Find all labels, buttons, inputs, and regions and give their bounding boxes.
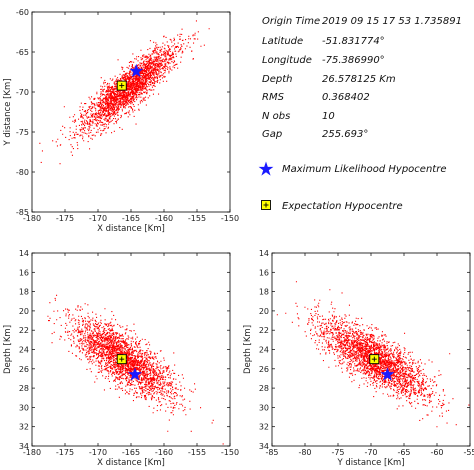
info-value-origin-time: 2019 09 15 17 53 1.735891 xyxy=(322,16,462,27)
x-tick-label-xy: -155 xyxy=(188,214,206,223)
info-label-origin-time: Origin Time xyxy=(262,16,320,27)
info-label-latitude: Latitude xyxy=(262,36,303,47)
y-tick-label-yz: 18 xyxy=(259,288,269,297)
x-tick-label-xy: -160 xyxy=(155,214,173,223)
legend-yellow-square-icon xyxy=(261,200,271,210)
y-tick-label-xz: 26 xyxy=(19,365,29,374)
info-label-longitude: Longitude xyxy=(262,55,312,66)
y-tick-label-yz: 14 xyxy=(259,249,269,258)
x-tick-label-yz: -75 xyxy=(331,448,344,457)
y-tick-label-yz: 26 xyxy=(259,365,269,374)
panel-yz-plot: -85 -80 -75 -70 -65 -60 -55 14 16 18 20 22 24 26 28 30 3… xyxy=(243,249,474,468)
x-tick-label-xz: -155 xyxy=(188,448,206,457)
info-value-depth: 26.578125 Km xyxy=(322,74,396,85)
y-tick-label-xy: -65 xyxy=(16,48,29,57)
info-value-gap: 255.693° xyxy=(322,129,368,140)
y-tick-label-yz: 34 xyxy=(259,442,269,451)
ml-hypocentre-star-xz xyxy=(127,367,142,381)
x-tick-label-xz: -160 xyxy=(155,448,173,457)
x-tick-label-yz: -65 xyxy=(397,448,410,457)
info-value-latitude: -51.831774° xyxy=(322,36,385,47)
y-tick-label-xz: 14 xyxy=(19,249,29,258)
y-tick-label-xy: -60 xyxy=(16,8,29,17)
y-tick-label-yz: 16 xyxy=(259,268,269,277)
ml-hypocentre-star-xy xyxy=(129,63,144,78)
info-label-depth: Depth xyxy=(262,74,292,85)
legend: Maximum Likelihood Hypocentre Expectatio… xyxy=(258,161,446,212)
x-tick-label-xz: -180 xyxy=(23,448,41,457)
panel-xz-plot: -180 -175 -170 -165 -160 -155 -150 14 16 18 20 22 24… xyxy=(3,249,239,468)
info-value-longitude: -75.386990° xyxy=(322,55,385,66)
scatter-points-xy xyxy=(39,20,210,165)
x-axis-label-xy: X distance [Km] xyxy=(97,224,165,234)
y-tick-label-xz: 28 xyxy=(19,384,29,393)
axes-frame-xy xyxy=(31,11,231,213)
y-axis-label-xz: Depth [Km] xyxy=(3,325,13,374)
x-tick-label-xy: -175 xyxy=(56,214,74,223)
legend-label-expectation-hypocentre: Expectation Hypocentre xyxy=(282,201,403,212)
y-axis-label-yz: Depth [Km] xyxy=(243,325,253,374)
panel-xy-plot: -180 -175 -170 -165 -160 -155 -150 -85 -80 -75 -70… xyxy=(3,8,239,234)
y-tick-label-yz: 24 xyxy=(259,346,269,355)
x-tick-label-yz: -55 xyxy=(463,448,474,457)
y-axis-label-xy: Y distance [Km] xyxy=(3,78,13,146)
x-tick-label-yz: -85 xyxy=(265,448,278,457)
y-tick-label-xz: 22 xyxy=(19,326,29,335)
expectation-hypocentre-marker-xy xyxy=(116,80,127,91)
y-tick-label-yz: 32 xyxy=(259,423,269,432)
y-tick-label-xz: 24 xyxy=(19,346,29,355)
scatter-cloud-xy xyxy=(39,20,210,165)
x-axis-label-yz: Y distance [Km] xyxy=(336,458,404,468)
y-tick-label-xy: -80 xyxy=(16,168,29,177)
info-value-rms: 0.368402 xyxy=(322,92,370,103)
info-value-nobs: 10 xyxy=(322,111,335,122)
y-tick-label-yz: 30 xyxy=(259,403,269,412)
info-label-gap: Gap xyxy=(262,129,282,140)
expectation-hypocentre-marker-xz xyxy=(116,354,127,365)
x-tick-label-xy: -170 xyxy=(89,214,107,223)
y-tick-label-xz: 32 xyxy=(19,423,29,432)
x-tick-label-xz: -175 xyxy=(56,448,74,457)
x-tick-label-yz: -70 xyxy=(364,448,377,457)
y-tick-label-xz: 18 xyxy=(19,288,29,297)
expectation-hypocentre-marker-yz xyxy=(369,354,380,365)
y-tick-label-xz: 20 xyxy=(19,307,29,316)
y-tick-label-xy: -85 xyxy=(16,208,29,217)
y-tick-label-xz: 16 xyxy=(19,268,29,277)
hypocentre-info: Origin Time 2019 09 15 17 53 1.735891 La… xyxy=(262,16,462,140)
y-tick-label-yz: 22 xyxy=(259,326,269,335)
x-axis-label-xz: X distance [Km] xyxy=(97,458,165,468)
ml-hypocentre-star-yz xyxy=(380,367,395,381)
y-tick-label-xy: -75 xyxy=(16,128,29,137)
y-tick-label-xz: 30 xyxy=(19,403,29,412)
x-tick-label-xz: -170 xyxy=(89,448,107,457)
y-tick-label-yz: 20 xyxy=(259,307,269,316)
x-tick-label-yz: -80 xyxy=(298,448,311,457)
info-label-nobs: N obs xyxy=(262,111,290,122)
legend-blue-star-icon xyxy=(258,161,274,176)
x-tick-label-yz: -60 xyxy=(430,448,443,457)
x-tick-label-xz: -165 xyxy=(122,448,140,457)
y-tick-label-xz: 34 xyxy=(19,442,29,451)
info-label-rms: RMS xyxy=(262,92,285,103)
x-tick-label-xy: -180 xyxy=(23,214,41,223)
legend-label-ml-hypocentre: Maximum Likelihood Hypocentre xyxy=(282,164,446,175)
y-tick-label-yz: 28 xyxy=(259,384,269,393)
x-tick-label-xy: -150 xyxy=(221,214,239,223)
y-tick-label-xy: -70 xyxy=(16,88,29,97)
x-tick-label-xy: -165 xyxy=(122,214,140,223)
x-tick-label-xz: -150 xyxy=(221,448,239,457)
